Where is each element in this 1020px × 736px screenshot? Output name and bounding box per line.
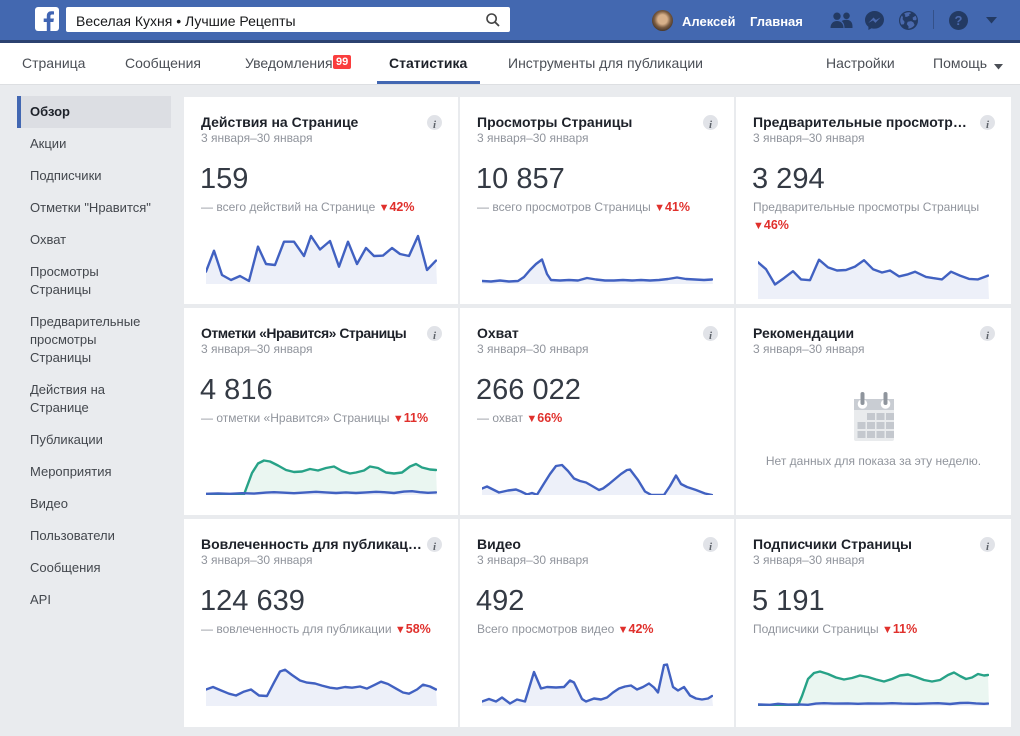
svg-text:?: ? <box>955 13 963 28</box>
